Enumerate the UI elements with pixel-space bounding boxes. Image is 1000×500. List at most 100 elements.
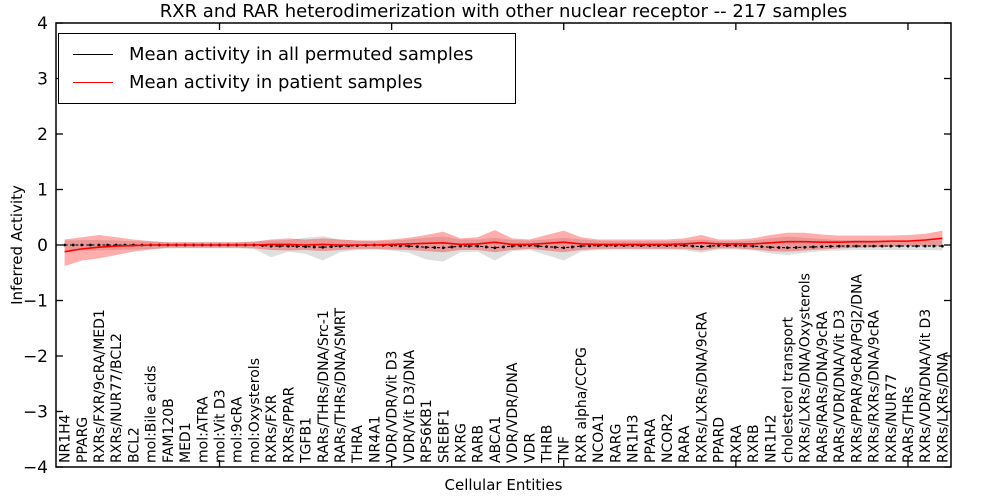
series-marker-permuted	[286, 244, 290, 248]
series-marker-permuted	[751, 244, 755, 248]
x-axis-label: Cellular Entities	[444, 476, 563, 494]
x-tick-label: NCOA1	[591, 413, 607, 463]
series-marker-permuted	[897, 244, 901, 248]
x-tick-label: RXR alpha/CCPG	[574, 347, 590, 463]
series-marker-permuted	[768, 245, 772, 249]
x-tick-label: NR4A1	[367, 415, 383, 463]
series-marker-permuted	[80, 243, 84, 247]
x-tick-label: RARA	[677, 425, 693, 463]
series-marker-permuted	[923, 244, 927, 248]
series-marker-permuted	[441, 246, 445, 250]
series-marker-permuted	[579, 244, 583, 248]
series-marker-permuted	[63, 243, 67, 247]
series-marker-permuted	[682, 244, 686, 247]
series-marker-permuted	[510, 244, 514, 248]
legend-label-patient: Mean activity in patient samples	[129, 71, 423, 93]
y-tick-label: 0	[37, 236, 48, 256]
legend-entry-permuted: Mean activity in all permuted samples	[59, 40, 515, 68]
x-tick-label: RXRA	[729, 425, 745, 463]
x-tick-label: mol:9cRA	[230, 396, 246, 463]
series-marker-permuted	[536, 244, 540, 248]
x-tick-label: mol:Oxysterols	[247, 358, 263, 463]
series-marker-permuted	[889, 244, 893, 248]
legend-line-patient-swatch-icon	[73, 81, 113, 83]
x-tick-label: PPARA	[643, 418, 659, 463]
x-tick-label: THRB	[540, 425, 556, 464]
series-marker-permuted	[863, 244, 867, 248]
series-marker-permuted	[459, 244, 462, 248]
series-marker-permuted	[691, 244, 695, 248]
confidence-band-permuted	[64, 236, 943, 262]
series-marker-permuted	[106, 243, 110, 247]
series-marker-permuted	[940, 244, 944, 248]
x-tick-label: NR1H3	[626, 414, 642, 463]
series-marker-permuted	[493, 246, 497, 250]
series-marker-permuted	[424, 245, 428, 249]
series-marker-permuted	[803, 245, 807, 249]
series-marker-permuted	[312, 245, 316, 249]
legend: Mean activity in all permuted samples Me…	[58, 33, 516, 104]
series-marker-permuted	[321, 245, 325, 249]
series-marker-permuted	[854, 244, 858, 248]
x-tick-label: RXRs/NUR77/BCL2	[109, 333, 125, 463]
series-marker-permuted	[846, 244, 850, 248]
x-tick-label: mol:ATRA	[195, 396, 211, 463]
x-tick-label: RXRs/RXRs/DNA/9cRA	[867, 310, 883, 463]
y-tick-label: −2	[23, 347, 48, 367]
series-marker-permuted	[467, 244, 471, 248]
series-marker-permuted	[743, 244, 746, 248]
legend-line-permuted-swatch-icon	[73, 53, 113, 55]
y-tick-label: 4	[37, 14, 48, 34]
chart-title: RXR and RAR heterodimerization with othe…	[159, 1, 848, 22]
series-marker-permuted	[760, 245, 764, 249]
y-axis-label: Inferred Activity	[8, 185, 26, 305]
series-marker-permuted	[416, 245, 419, 249]
x-tick-label: RARs/RARs/DNA/9cRA	[815, 311, 831, 463]
x-tick-label: RXRs/LXRs/DNA/Oxysterols	[798, 273, 814, 463]
series-marker-permuted	[717, 244, 721, 247]
series-marker-permuted	[777, 246, 781, 249]
x-tick-label: PPARD	[712, 417, 728, 463]
x-tick-label: RXRs/LXRs/DNA	[935, 352, 951, 463]
x-tick-label: mol:Vit D3	[213, 389, 229, 463]
x-tick-label: RXRs/FXR/9cRA/MED1	[92, 309, 108, 463]
series-marker-permuted	[880, 244, 884, 248]
series-marker-permuted	[329, 245, 333, 249]
x-tick-label: RARs/THRs	[901, 386, 917, 463]
series-marker-permuted	[811, 245, 815, 249]
x-tick-label: RXRs/PPAR/9cRA/PGJ2/DNA	[849, 274, 865, 463]
x-tick-label: RARs/THRs/DNA/Src-1	[316, 310, 332, 463]
series-marker-permuted	[484, 245, 488, 249]
series-marker-permuted	[407, 244, 411, 248]
series-marker-permuted	[820, 245, 824, 249]
y-tick-label: 1	[37, 180, 48, 200]
series-marker-permuted	[734, 244, 738, 247]
x-tick-label: NCOR2	[660, 413, 676, 463]
series-marker-permuted	[71, 243, 75, 247]
x-tick-label: SREBF1	[436, 409, 452, 463]
x-tick-label: FAM120B	[161, 398, 177, 463]
x-tick-label: VDR/VDR/Vit D3	[385, 351, 401, 463]
x-tick-label: TNF	[557, 436, 573, 464]
series-marker-permuted	[502, 245, 505, 249]
series-marker-permuted	[786, 246, 789, 250]
x-tick-label: PPARG	[75, 417, 91, 463]
series-marker-permuted	[708, 244, 712, 248]
series-marker-permuted	[915, 244, 918, 248]
series-marker-permuted	[295, 244, 299, 248]
series-marker-permuted	[304, 245, 307, 249]
x-tick-label: VDR	[522, 433, 538, 463]
series-marker-permuted	[829, 244, 832, 248]
series-marker-permuted	[89, 243, 92, 247]
x-tick-label: TGFB1	[299, 417, 315, 464]
x-tick-label: cholesterol transport	[780, 316, 796, 463]
x-tick-label: ABCA1	[488, 416, 504, 463]
series-marker-permuted	[588, 244, 591, 248]
x-tick-label: BCL2	[126, 427, 142, 463]
y-tick-label: 3	[37, 69, 48, 89]
series-marker-permuted	[398, 244, 402, 248]
series-marker-permuted	[570, 245, 574, 249]
y-tick-label: −4	[23, 458, 48, 478]
